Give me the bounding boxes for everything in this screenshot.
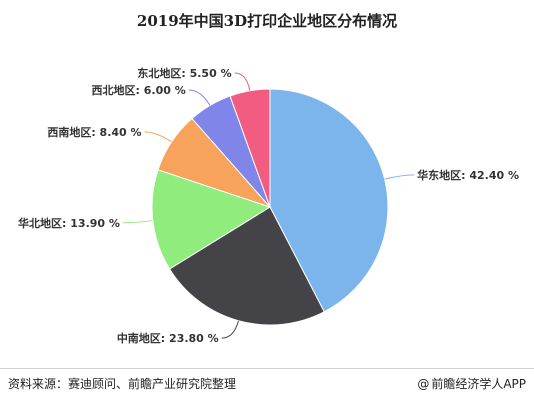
pie-connector-2 xyxy=(122,220,153,224)
pie-connector-1 xyxy=(221,320,239,339)
pie-label-2: 华北地区: 13.90 % xyxy=(18,216,120,230)
at-icon: @ xyxy=(417,376,430,391)
brand-text: 前瞻经济学人APP xyxy=(431,377,526,391)
pie-slice-0 xyxy=(269,88,389,313)
pie-label-4: 西北地区: 6.00 % xyxy=(92,83,186,97)
chart-title: 2019年中国3D打印企业地区分布情况 xyxy=(136,12,398,30)
pie-label-1: 中南地区: 23.80 % xyxy=(117,331,219,345)
pie-connector-0 xyxy=(384,174,415,180)
footer-divider xyxy=(0,368,534,369)
pie-label-3: 西南地区: 8.40 % xyxy=(47,125,141,139)
pie-connector-3 xyxy=(144,131,172,143)
pie-slice-5 xyxy=(229,88,271,208)
brand-credit: @ 前瞻经济学人APP xyxy=(417,375,526,392)
source-note: 资料来源：赛迪顾问、前瞻产业研究院整理 xyxy=(8,377,237,391)
pie-connector-4 xyxy=(188,89,211,106)
pie-labels: 华东地区: 42.40 % 中南地区: 23.80 % 华北地区: 13.90 % 西… xyxy=(18,66,519,345)
pie-label-0: 华东地区: 42.40 % xyxy=(417,168,519,182)
pie-slices xyxy=(151,88,389,326)
pie-connector-5 xyxy=(234,72,251,91)
pie-label-5: 东北地区: 5.50 % xyxy=(137,66,231,80)
